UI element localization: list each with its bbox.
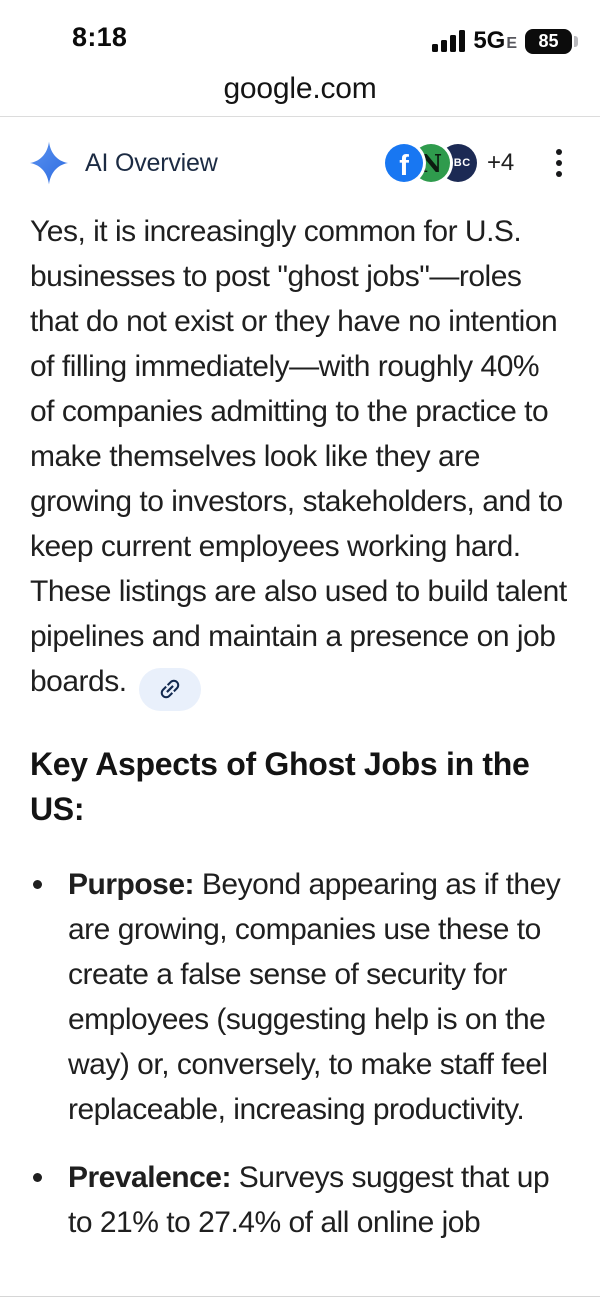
ai-overview-header: AI Overview f N NBC +4 [0, 117, 600, 189]
list-item: Prevalence: Surveys suggest that up to 2… [30, 1155, 570, 1245]
sparkle-icon [30, 141, 68, 185]
bottom-divider [0, 1296, 600, 1297]
clock: 8:18 [72, 22, 128, 52]
network-label: 5G E [473, 27, 517, 55]
battery-percent: 85 [525, 28, 572, 54]
ai-overview-title: AI Overview [85, 148, 218, 177]
status-indicators: 5G E 85 [432, 27, 578, 55]
facebook-icon[interactable]: f [385, 144, 424, 182]
bullet-label: Purpose: [68, 867, 195, 901]
bullet-text: Beyond appearing as if they are growing,… [68, 867, 561, 1126]
list-item: Purpose: Beyond appearing as if they are… [30, 862, 570, 1132]
signal-icon [432, 30, 466, 52]
link-icon [160, 679, 179, 699]
section-heading: Key Aspects of Ghost Jobs in the US: [30, 745, 530, 827]
network-type: 5G [473, 27, 506, 54]
more-sources-count[interactable]: +4 [487, 149, 514, 176]
bullet-label: Prevalence: [68, 1160, 231, 1194]
citation-chip[interactable] [138, 667, 201, 711]
url-text[interactable]: google.com [223, 72, 377, 105]
bullet-text: Surveys suggest that up to 21% to 27.4% … [68, 1160, 550, 1239]
url-bar[interactable]: google.com [0, 62, 600, 117]
network-sub: E [506, 35, 517, 52]
battery-icon: 85 [525, 28, 578, 54]
kebab-menu-icon[interactable] [552, 145, 566, 181]
battery-nub [574, 35, 578, 47]
ai-answer-paragraph: Yes, it is increasingly common for U.S. … [30, 209, 570, 711]
answer-text: Yes, it is increasingly common for U.S. … [30, 215, 567, 698]
key-aspects-list: Purpose: Beyond appearing as if they are… [30, 862, 570, 1245]
source-avatars[interactable]: f N NBC [385, 144, 478, 182]
status-bar: 8:18 5G E 85 [0, 0, 600, 62]
